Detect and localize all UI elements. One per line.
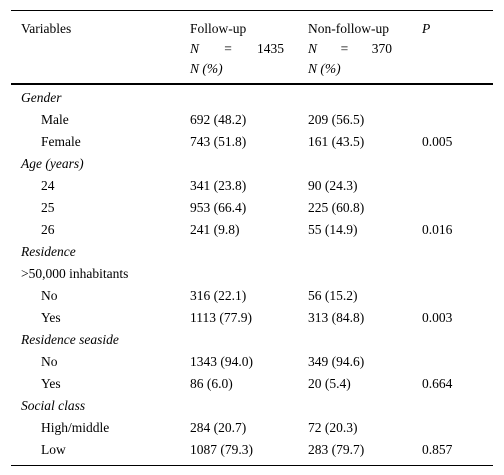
table-row: High/middle 284 (20.7) 72 (20.3) [11,417,493,439]
table-row: No 316 (22.1) 56 (15.2) [11,285,493,307]
table-row: Female 743 (51.8) 161 (43.5) 0.005 [11,131,493,153]
nonfollowup-cell: 283 (79.7) [308,442,365,457]
row-label: Male [41,112,69,127]
nonfollowup-cell: 161 (43.5) [308,134,365,149]
header-nonfollowup: Non-follow-up N = 370 N (%) [308,19,392,79]
row-label: Female [41,134,81,149]
table-body: Gender Male 692 (48.2) 209 (56.5) Female 743 … [11,85,493,465]
row-label: 25 [41,200,55,215]
p-value-cell: 0.857 [422,442,453,457]
table-header: Variables Follow-up N = 1435 N (%) Non-f… [11,11,493,83]
followup-cell: 241 (9.8) [190,222,240,237]
table-section-row: Residence seaside [11,329,493,351]
header-followup-n: N = 1435 [190,39,284,59]
table-row: Low 1087 (79.3) 283 (79.7) 0.857 [11,439,493,461]
followup-cell: 1113 (77.9) [190,310,252,325]
nonfollowup-cell: 349 (94.6) [308,354,365,369]
followup-cell: 1343 (94.0) [190,354,253,369]
p-value-cell: 0.664 [422,376,453,391]
header-followup-title: Follow-up [190,21,247,36]
row-label: High/middle [41,420,110,435]
nonfollowup-cell: 90 (24.3) [308,178,358,193]
table-section-row: Residence [11,241,493,263]
data-table: Variables Follow-up N = 1435 N (%) Non-f… [11,10,493,466]
followup-cell: 953 (66.4) [190,200,247,215]
header-followup-pct: N (%) [190,61,223,76]
header-nonfollowup-eq: = [340,41,349,56]
header-nonfollowup-pct: N (%) [308,61,341,76]
row-label: 26 [41,222,55,237]
row-label: >50,000 inhabitants [21,266,129,281]
followup-cell: 86 (6.0) [190,376,233,391]
followup-cell: 284 (20.7) [190,420,247,435]
table-row: Male 692 (48.2) 209 (56.5) [11,109,493,131]
header-nonfollowup-n-label: N [308,41,318,56]
header-followup: Follow-up N = 1435 N (%) [190,19,284,79]
table-section-row: Age (years) [11,153,493,175]
nonfollowup-cell: 56 (15.2) [308,288,358,303]
row-label: Low [41,442,66,457]
nonfollowup-cell: 72 (20.3) [308,420,358,435]
row-label: Residence [21,244,76,259]
followup-cell: 341 (23.8) [190,178,247,193]
header-variables: Variables [21,21,72,36]
nonfollowup-cell: 313 (84.8) [308,310,365,325]
header-p: P [422,21,431,36]
header-followup-n-value: 1435 [256,41,284,56]
header-nonfollowup-n: N = 370 [308,39,392,59]
followup-cell: 692 (48.2) [190,112,247,127]
row-label: Yes [41,310,61,325]
table-header-rule [11,83,493,85]
table-section-row: Social class [11,395,493,417]
row-label: No [41,288,58,303]
row-label: 24 [41,178,55,193]
nonfollowup-cell: 209 (56.5) [308,112,365,127]
table-section-row: Gender [11,87,493,109]
followup-cell: 743 (51.8) [190,134,247,149]
table-row: 26 241 (9.8) 55 (14.9) 0.016 [11,219,493,241]
p-value-cell: 0.016 [422,222,453,237]
table-row: No 1343 (94.0) 349 (94.6) [11,351,493,373]
row-label: Social class [21,398,86,413]
table-row: 25 953 (66.4) 225 (60.8) [11,197,493,219]
table-top-rule [11,10,493,11]
row-label: No [41,354,58,369]
header-followup-eq: = [224,41,232,56]
row-label: Residence seaside [21,332,119,347]
followup-cell: 1087 (79.3) [190,442,253,457]
header-followup-n-label: N [190,41,200,56]
nonfollowup-cell: 225 (60.8) [308,200,365,215]
table-row: 24 341 (23.8) 90 (24.3) [11,175,493,197]
nonfollowup-cell: 20 (5.4) [308,376,351,391]
p-value-cell: 0.005 [422,134,453,149]
p-value-cell: 0.003 [422,310,453,325]
row-label: Age (years) [21,156,84,171]
header-nonfollowup-title: Non-follow-up [308,21,389,36]
row-label: Yes [41,376,61,391]
row-label: Gender [21,90,62,105]
table-bottom-rule [11,465,493,466]
table-row: Yes 1113 (77.9) 313 (84.8) 0.003 [11,307,493,329]
followup-cell: 316 (22.1) [190,288,247,303]
header-nonfollowup-n-value: 370 [371,41,392,56]
table-row: Yes 86 (6.0) 20 (5.4) 0.664 [11,373,493,395]
nonfollowup-cell: 55 (14.9) [308,222,358,237]
table-row: >50,000 inhabitants [11,263,493,285]
